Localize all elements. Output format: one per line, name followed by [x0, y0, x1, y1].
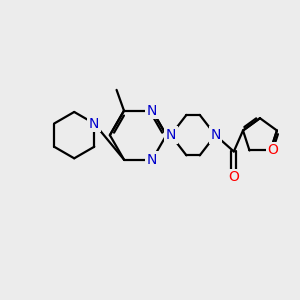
Text: O: O — [228, 170, 239, 184]
Text: N: N — [166, 128, 176, 142]
Text: N: N — [89, 116, 100, 130]
Text: O: O — [267, 143, 278, 158]
Text: N: N — [147, 104, 158, 118]
Text: N: N — [210, 128, 220, 142]
Text: N: N — [147, 153, 158, 166]
